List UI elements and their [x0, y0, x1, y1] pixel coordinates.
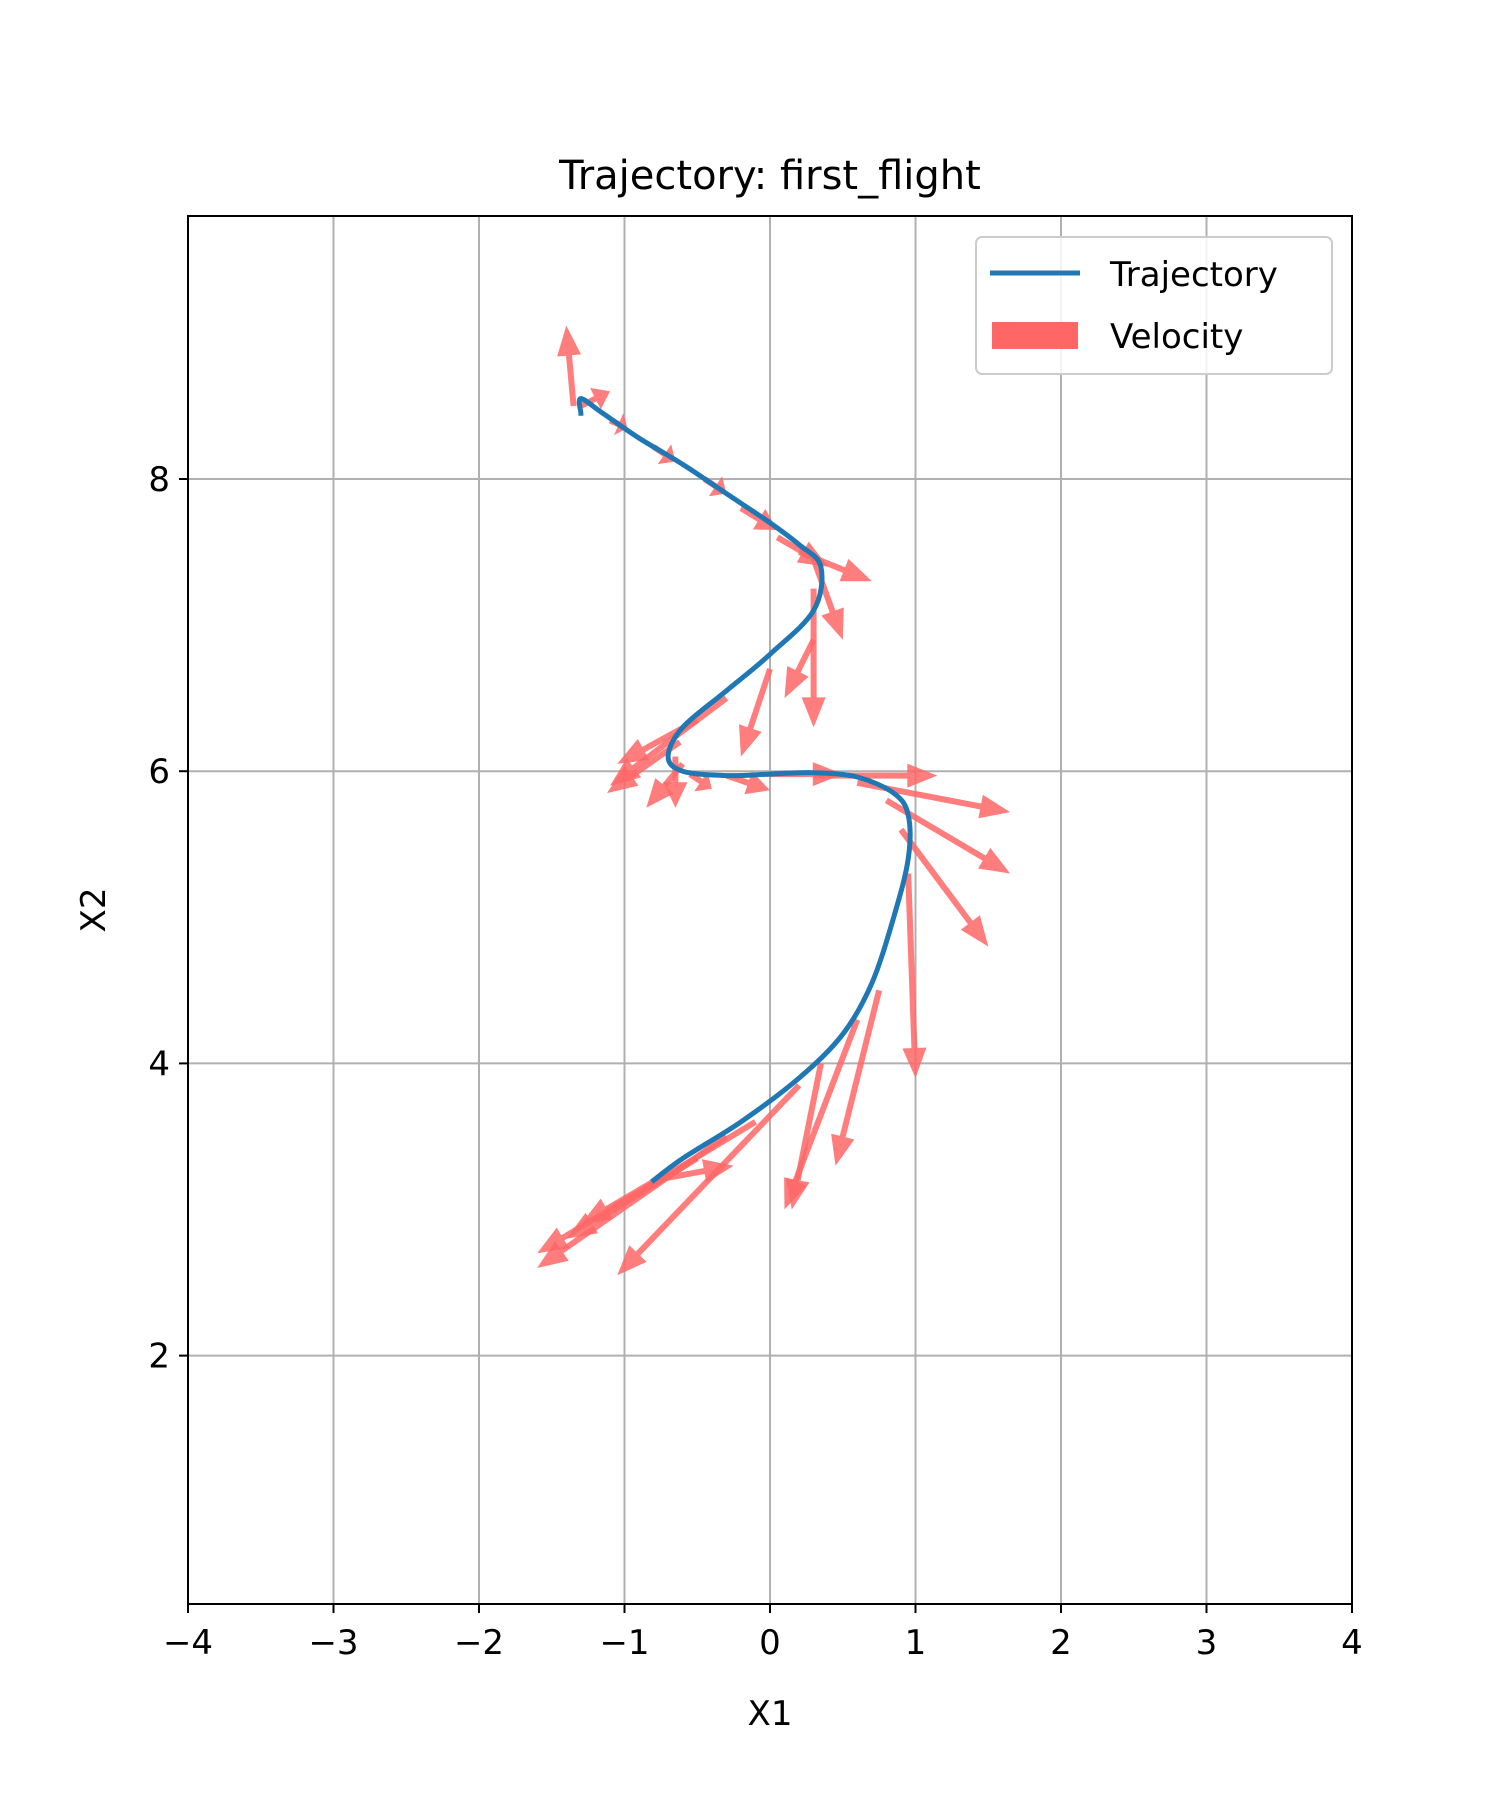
velocity-arrow: [884, 797, 1011, 874]
velocity-arrow: [663, 756, 688, 808]
x-tick-label: 2: [1050, 1623, 1072, 1663]
velocity-arrow: [856, 779, 1011, 819]
x-tick-label: −2: [454, 1623, 504, 1663]
x-tick-label: 4: [1341, 1623, 1363, 1663]
x-tick-label: −1: [599, 1623, 649, 1663]
y-axis-label: X2: [74, 888, 114, 933]
velocity-arrow: [831, 989, 882, 1166]
velocity-arrow: [810, 558, 844, 640]
velocity-arrow: [902, 873, 927, 1078]
velocity-arrow: [610, 695, 729, 786]
velocity-arrow: [898, 827, 989, 947]
legend-trajectory-label: Trajectory: [1109, 255, 1278, 295]
x-tick-label: 1: [905, 1623, 927, 1663]
velocity-arrow: [739, 668, 773, 757]
x-axis-label: X1: [748, 1694, 793, 1734]
velocity-arrow: [557, 325, 581, 407]
x-tick-label: 0: [759, 1623, 781, 1663]
legend-velocity-label: Velocity: [1110, 317, 1243, 357]
x-tick-label: −3: [308, 1623, 358, 1663]
y-tick-label: 8: [148, 460, 170, 500]
velocity-arrow: [537, 1119, 757, 1254]
x-tick-label: 3: [1196, 1623, 1218, 1663]
y-axis-ticks: 2 4 6 8: [148, 460, 188, 1377]
x-tick-label: −4: [163, 1623, 213, 1663]
velocity-arrow: [617, 1083, 802, 1276]
legend-velocity-swatch: [992, 322, 1078, 349]
chart-title: Trajectory: first_flight: [558, 153, 981, 199]
y-tick-label: 6: [148, 752, 170, 792]
velocity-arrow: [813, 763, 938, 788]
velocity-arrow: [801, 588, 826, 728]
velocity-arrow: [785, 1062, 824, 1210]
velocity-arrow: [784, 1018, 861, 1210]
y-tick-label: 2: [148, 1337, 170, 1377]
x-axis-ticks: −4 −3 −2 −1 0 1 2 3 4: [163, 1604, 1363, 1663]
velocity-quiver: [537, 325, 1011, 1276]
trajectory-series: [576, 396, 913, 1184]
velocity-arrow: [784, 638, 817, 699]
y-tick-label: 4: [148, 1044, 170, 1084]
legend: Trajectory Velocity: [975, 236, 1333, 375]
trajectory-line: [576, 396, 913, 1184]
